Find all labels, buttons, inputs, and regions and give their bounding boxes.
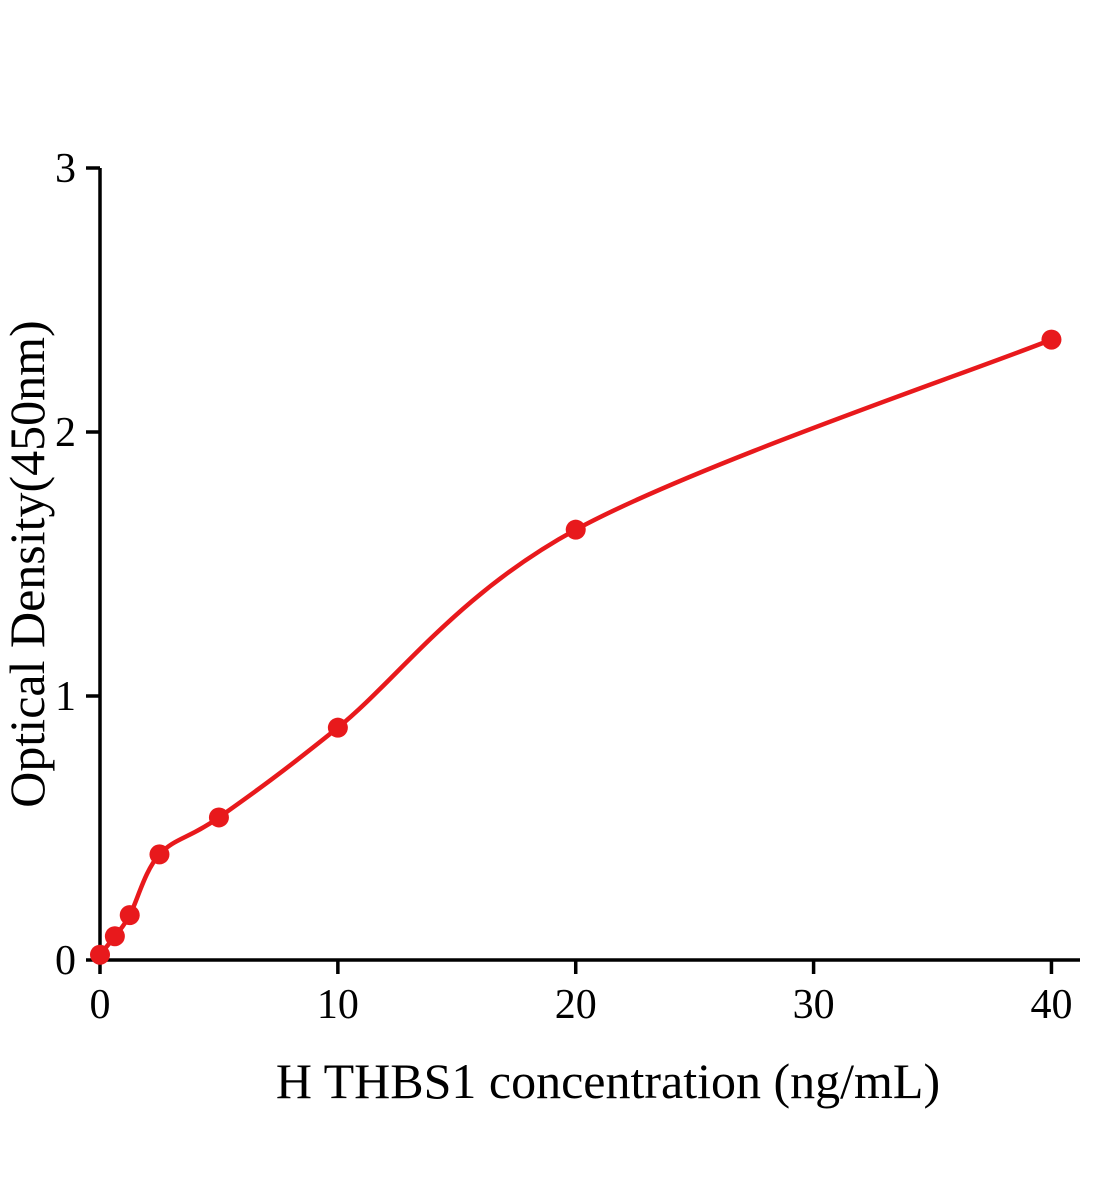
y-tick-label: 2 [55,410,76,456]
data-point [104,926,125,947]
data-point [1041,329,1062,350]
x-tick-label: 40 [1030,982,1072,1028]
data-point [327,717,348,738]
x-axis-label: H THBS1 concentration (ng/mL) [276,1053,940,1109]
y-tick-label: 3 [55,146,76,192]
y-axis-label: Optical Density(450nm) [0,320,55,807]
data-point [149,844,170,865]
data-point [119,905,140,926]
data-point [208,807,229,828]
data-point [90,944,110,965]
x-tick-label: 30 [793,982,835,1028]
y-tick-label: 1 [55,674,76,720]
chart-plot-area: 0 10 20 30 40 0 1 2 3 [55,146,1080,1028]
x-tick-label: 20 [555,982,597,1028]
data-point [565,519,586,540]
x-tick-label: 0 [90,982,111,1028]
y-tick-label: 0 [55,938,76,984]
x-tick-label: 10 [317,982,359,1028]
fitted-curve [97,337,1054,957]
